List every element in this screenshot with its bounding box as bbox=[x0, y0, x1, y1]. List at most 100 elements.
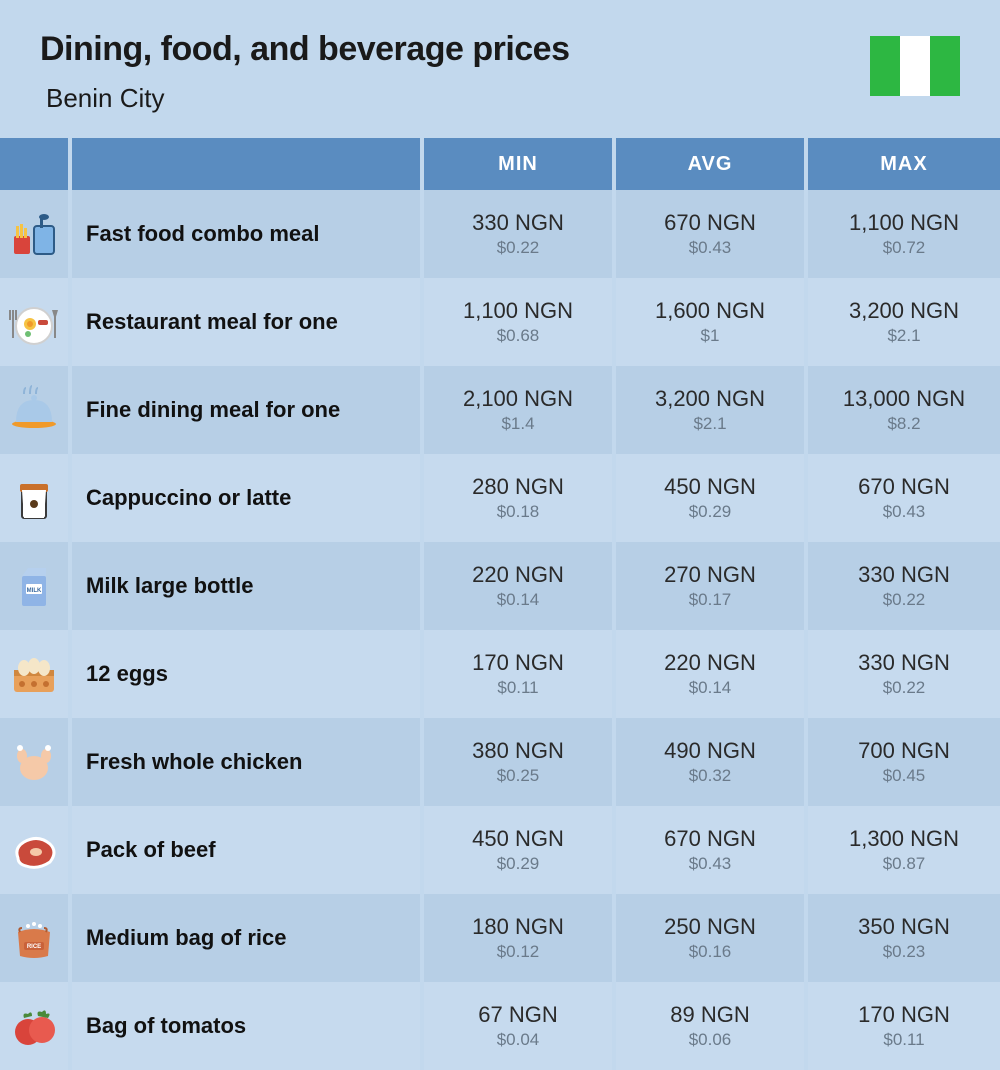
avg-usd: $0.17 bbox=[689, 590, 732, 610]
avg-ngn: 1,600 NGN bbox=[655, 298, 765, 324]
avg-cell: 220 NGN $0.14 bbox=[616, 630, 808, 718]
plate-icon bbox=[8, 296, 60, 348]
rice-icon bbox=[8, 912, 60, 964]
item-name-cell: Restaurant meal for one bbox=[72, 278, 424, 366]
max-ngn: 13,000 NGN bbox=[843, 386, 965, 412]
avg-cell: 270 NGN $0.17 bbox=[616, 542, 808, 630]
item-name: Fresh whole chicken bbox=[86, 749, 420, 775]
max-usd: $0.45 bbox=[883, 766, 926, 786]
min-ngn: 2,100 NGN bbox=[463, 386, 573, 412]
header: Dining, food, and beverage prices Benin … bbox=[0, 0, 1000, 138]
item-name: Pack of beef bbox=[86, 837, 420, 863]
max-ngn: 1,100 NGN bbox=[849, 210, 959, 236]
item-name-cell: Milk large bottle bbox=[72, 542, 424, 630]
max-ngn: 670 NGN bbox=[858, 474, 950, 500]
min-usd: $0.68 bbox=[497, 326, 540, 346]
max-cell: 3,200 NGN $2.1 bbox=[808, 278, 1000, 366]
max-cell: 1,300 NGN $0.87 bbox=[808, 806, 1000, 894]
min-cell: 450 NGN $0.29 bbox=[424, 806, 616, 894]
item-name-cell: 12 eggs bbox=[72, 630, 424, 718]
flag-stripe-mid bbox=[900, 36, 930, 96]
item-name-cell: Pack of beef bbox=[72, 806, 424, 894]
min-cell: 380 NGN $0.25 bbox=[424, 718, 616, 806]
table-header: MIN AVG MAX bbox=[0, 138, 1000, 190]
avg-cell: 1,600 NGN $1 bbox=[616, 278, 808, 366]
fastfood-icon bbox=[8, 208, 60, 260]
table-row: Pack of beef 450 NGN $0.29 670 NGN $0.43… bbox=[0, 806, 1000, 894]
header-text: Dining, food, and beverage prices Benin … bbox=[40, 30, 570, 114]
page-title: Dining, food, and beverage prices bbox=[40, 30, 570, 69]
item-name-cell: Fine dining meal for one bbox=[72, 366, 424, 454]
avg-ngn: 450 NGN bbox=[664, 474, 756, 500]
th-name bbox=[72, 138, 424, 190]
max-ngn: 1,300 NGN bbox=[849, 826, 959, 852]
avg-ngn: 670 NGN bbox=[664, 826, 756, 852]
item-name-cell: Medium bag of rice bbox=[72, 894, 424, 982]
item-icon-cell bbox=[0, 982, 72, 1070]
min-usd: $0.29 bbox=[497, 854, 540, 874]
item-name: Fine dining meal for one bbox=[86, 397, 420, 423]
avg-ngn: 220 NGN bbox=[664, 650, 756, 676]
item-name: Milk large bottle bbox=[86, 573, 420, 599]
min-ngn: 220 NGN bbox=[472, 562, 564, 588]
chicken-icon bbox=[8, 736, 60, 788]
max-usd: $0.11 bbox=[883, 1030, 924, 1050]
avg-cell: 3,200 NGN $2.1 bbox=[616, 366, 808, 454]
max-usd: $0.22 bbox=[883, 678, 926, 698]
min-ngn: 280 NGN bbox=[472, 474, 564, 500]
item-name-cell: Bag of tomatos bbox=[72, 982, 424, 1070]
max-cell: 670 NGN $0.43 bbox=[808, 454, 1000, 542]
item-name: Cappuccino or latte bbox=[86, 485, 420, 511]
item-icon-cell bbox=[0, 630, 72, 718]
max-cell: 170 NGN $0.11 bbox=[808, 982, 1000, 1070]
max-ngn: 330 NGN bbox=[858, 650, 950, 676]
max-cell: 350 NGN $0.23 bbox=[808, 894, 1000, 982]
avg-ngn: 250 NGN bbox=[664, 914, 756, 940]
item-name: 12 eggs bbox=[86, 661, 420, 687]
min-ngn: 330 NGN bbox=[472, 210, 564, 236]
avg-usd: $0.43 bbox=[689, 854, 732, 874]
min-ngn: 170 NGN bbox=[472, 650, 564, 676]
min-ngn: 450 NGN bbox=[472, 826, 564, 852]
min-cell: 220 NGN $0.14 bbox=[424, 542, 616, 630]
item-name: Bag of tomatos bbox=[86, 1013, 420, 1039]
avg-usd: $2.1 bbox=[693, 414, 726, 434]
table-row: Restaurant meal for one 1,100 NGN $0.68 … bbox=[0, 278, 1000, 366]
item-name: Fast food combo meal bbox=[86, 221, 420, 247]
item-icon-cell bbox=[0, 894, 72, 982]
avg-usd: $0.06 bbox=[689, 1030, 732, 1050]
min-ngn: 1,100 NGN bbox=[463, 298, 573, 324]
eggs-icon bbox=[8, 648, 60, 700]
avg-usd: $0.32 bbox=[689, 766, 732, 786]
item-icon-cell bbox=[0, 718, 72, 806]
item-icon-cell bbox=[0, 366, 72, 454]
avg-usd: $0.16 bbox=[689, 942, 732, 962]
avg-cell: 490 NGN $0.32 bbox=[616, 718, 808, 806]
th-max: MAX bbox=[808, 138, 1000, 190]
nigeria-flag-icon bbox=[870, 36, 960, 96]
avg-usd: $1 bbox=[701, 326, 720, 346]
item-name-cell: Fast food combo meal bbox=[72, 190, 424, 278]
max-cell: 330 NGN $0.22 bbox=[808, 630, 1000, 718]
table-row: Fresh whole chicken 380 NGN $0.25 490 NG… bbox=[0, 718, 1000, 806]
item-icon-cell bbox=[0, 278, 72, 366]
item-name-cell: Cappuccino or latte bbox=[72, 454, 424, 542]
min-cell: 67 NGN $0.04 bbox=[424, 982, 616, 1070]
min-ngn: 180 NGN bbox=[472, 914, 564, 940]
th-min: MIN bbox=[424, 138, 616, 190]
price-table: MIN AVG MAX Fast food combo meal 330 NGN… bbox=[0, 138, 1000, 1070]
avg-usd: $0.43 bbox=[689, 238, 732, 258]
min-ngn: 67 NGN bbox=[478, 1002, 557, 1028]
th-avg: AVG bbox=[616, 138, 808, 190]
max-ngn: 330 NGN bbox=[858, 562, 950, 588]
max-usd: $0.23 bbox=[883, 942, 926, 962]
tomato-icon bbox=[8, 1000, 60, 1052]
item-icon-cell bbox=[0, 190, 72, 278]
coffee-icon bbox=[8, 472, 60, 524]
min-usd: $0.25 bbox=[497, 766, 540, 786]
table-row: 12 eggs 170 NGN $0.11 220 NGN $0.14 330 … bbox=[0, 630, 1000, 718]
item-name: Medium bag of rice bbox=[86, 925, 420, 951]
min-ngn: 380 NGN bbox=[472, 738, 564, 764]
item-icon-cell bbox=[0, 806, 72, 894]
avg-ngn: 490 NGN bbox=[664, 738, 756, 764]
